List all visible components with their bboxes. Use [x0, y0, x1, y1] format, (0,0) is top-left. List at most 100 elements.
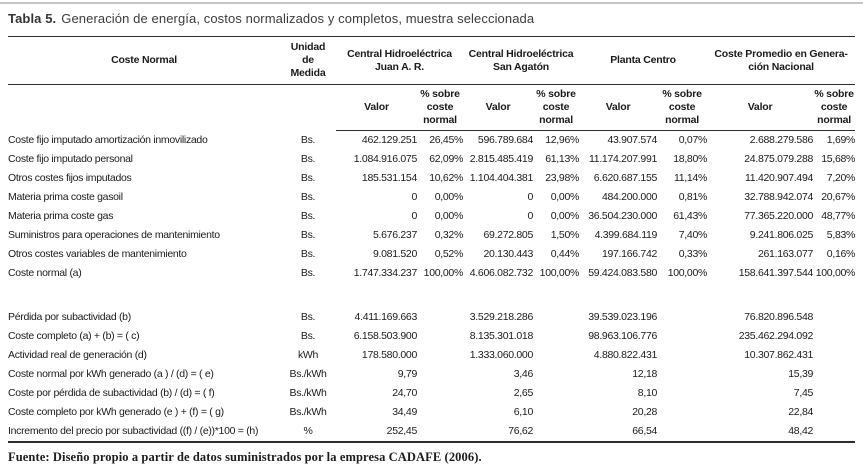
pct-cell	[813, 365, 855, 384]
valor-cell: 484.200.000	[601, 191, 658, 203]
pct-cell	[813, 384, 855, 403]
row-unit: Bs.	[300, 229, 316, 241]
row-unit: Bs.	[300, 248, 316, 260]
pct-cell	[417, 327, 463, 346]
subheader-pct-4: % sobre coste normal	[813, 84, 856, 131]
valor-cell: 36.504.230.000	[588, 210, 658, 222]
table-row: Coste fijo imputado amortización inmovil…	[8, 131, 855, 151]
row-unit: kWh	[297, 349, 319, 361]
page: Tabla 5. Generación de energía, costos no…	[0, 11, 863, 465]
valor-cell: 24,70	[392, 387, 417, 399]
valor-cell: 32.788.942.074	[744, 191, 814, 203]
valor-cell: 9.081.520	[372, 248, 417, 260]
pct-cell	[533, 327, 579, 346]
column-header-unidad-de-medida: Unidad de Medida	[280, 36, 336, 85]
row-unit: Bs.	[300, 133, 316, 146]
pct-cell	[657, 308, 707, 327]
row-label: Pérdida por subactividad (b)	[8, 311, 131, 323]
pct-cell: 0,00%	[434, 210, 464, 222]
valor-cell: 11.420.907.494	[745, 172, 814, 184]
pct-cell: 100,00%	[539, 267, 580, 279]
table-row: Materia prima coste gasoil Bs. 0 0,00% 0 0,00…	[8, 188, 855, 207]
valor-cell: 235.462.294.092	[738, 330, 814, 342]
valor-cell: 0	[411, 191, 417, 203]
table-row: Coste por pérdida de subactividad (b) / …	[8, 384, 855, 403]
column-group-coste-promedio-nacional: Coste Promedio en Genera- ción Nacional	[707, 36, 856, 85]
pct-cell	[533, 365, 579, 384]
valor-cell: 197.166.742	[601, 248, 658, 260]
subheader-pct-3: % sobre coste normal	[657, 84, 708, 131]
pct-cell	[657, 327, 707, 346]
valor-cell: 76.820.896.548	[744, 311, 814, 323]
row-label: Otros costes fijos imputados	[8, 172, 132, 184]
pct-cell: 0,52%	[434, 248, 464, 260]
row-label: Incremento del precio por subactividad (…	[8, 422, 280, 443]
row-label: Coste fijo imputado personal	[8, 153, 133, 165]
pct-cell: 0,00%	[550, 191, 580, 203]
section-spacer-cell	[8, 283, 855, 308]
valor-cell: 462.129.251	[361, 134, 417, 146]
valor-cell: 3,46	[513, 368, 534, 380]
subheader-pct-2: % sobre coste normal	[533, 84, 580, 131]
row-label: Otros costes variables de mantenimiento	[8, 248, 187, 260]
row-label: Coste normal (a)	[8, 267, 82, 279]
pct-cell	[417, 308, 463, 327]
row-unit: Bs.	[300, 191, 316, 203]
valor-cell: 34,49	[392, 406, 417, 418]
pct-cell: 1,50%	[550, 229, 580, 241]
pct-cell: 0,33%	[678, 248, 708, 260]
pct-cell: 0,16%	[826, 248, 856, 260]
table-body: Coste fijo imputado amortización inmovil…	[8, 131, 855, 443]
pct-cell	[813, 403, 855, 422]
table-row: Coste completo por kWh generado (e ) + (…	[8, 403, 855, 422]
table-row: Coste fijo imputado personal Bs. 1.084.916…	[8, 150, 855, 169]
pct-cell	[417, 365, 463, 384]
valor-cell: 24.875.079.288	[744, 153, 814, 165]
valor-cell: 0	[527, 210, 534, 222]
row-unit: Bs.	[300, 172, 316, 184]
pct-cell: 100,00%	[423, 267, 464, 279]
valor-cell: 6.158.503.900	[353, 330, 418, 342]
subheader-valor-3: Valor	[579, 84, 658, 131]
pct-cell	[813, 346, 855, 365]
pct-cell: 0,81%	[678, 191, 708, 203]
valor-cell: 69.272.805	[483, 229, 534, 241]
pct-cell: 48,77%	[821, 210, 856, 222]
pct-cell	[657, 346, 707, 365]
source-note: Fuente: Diseño propio a partir de datos …	[8, 450, 482, 464]
table-row: Otros costes fijos imputados Bs. 185.531.1…	[8, 169, 855, 188]
pct-cell: 1,69%	[826, 134, 856, 146]
valor-cell: 66,54	[579, 422, 657, 443]
pct-cell	[533, 384, 579, 403]
valor-cell: 185.531.154	[361, 172, 417, 184]
pct-cell	[417, 384, 463, 403]
row-label: Coste completo (a) + (b) = ( c)	[8, 330, 140, 342]
pct-cell	[813, 327, 855, 346]
row-unit: Bs.	[300, 153, 316, 165]
valor-cell: 76,62	[463, 422, 533, 443]
pct-cell	[417, 346, 463, 365]
row-label: Suministros para operaciones de mantenim…	[8, 229, 220, 241]
valor-cell: 4.606.082.732	[469, 267, 534, 279]
pct-cell: 100,00%	[667, 267, 708, 279]
column-group-central-juan-ar: Central Hidroeléctrica Juan A. R.	[336, 36, 464, 85]
valor-cell: 158.641.397.544	[738, 267, 814, 279]
column-header-coste-normal: Coste Normal	[8, 36, 280, 85]
pct-cell	[813, 308, 855, 327]
header-spacer-unit	[280, 85, 336, 131]
valor-cell: 3.529.218.286	[469, 311, 534, 323]
subheader-valor-4: Valor	[707, 84, 814, 131]
pct-cell	[657, 384, 707, 403]
pct-cell: 0,00%	[434, 191, 464, 203]
pct-cell	[533, 308, 579, 327]
pct-cell: 10,62%	[429, 172, 464, 184]
pct-cell	[533, 346, 579, 365]
valor-cell: 48,42	[707, 422, 813, 443]
valor-cell: 178.580.000	[361, 349, 417, 361]
table-row: Coste completo (a) + (b) = ( c) Bs. 6.158.…	[8, 327, 855, 346]
valor-cell: 1.333.060.000	[469, 349, 534, 361]
pct-cell: 5,83%	[826, 229, 856, 241]
table-row: Incremento del precio por subactividad (…	[8, 422, 856, 443]
valor-cell: 2.688.279.586	[749, 134, 814, 146]
row-label: Coste completo por kWh generado (e ) + (…	[8, 406, 224, 418]
